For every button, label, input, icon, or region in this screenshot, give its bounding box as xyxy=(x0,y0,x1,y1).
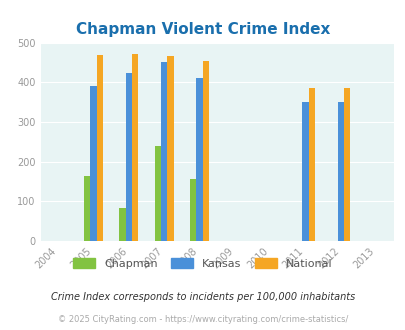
Bar xyxy=(161,61,167,241)
Bar xyxy=(132,53,138,241)
Legend: Chapman, Kansas, National: Chapman, Kansas, National xyxy=(68,254,337,273)
Bar xyxy=(126,73,132,241)
Text: Chapman Violent Crime Index: Chapman Violent Crime Index xyxy=(76,22,329,37)
Bar xyxy=(202,61,209,241)
Bar xyxy=(90,86,96,241)
Bar xyxy=(337,102,343,241)
Text: © 2025 CityRating.com - https://www.cityrating.com/crime-statistics/: © 2025 CityRating.com - https://www.city… xyxy=(58,315,347,324)
Bar xyxy=(196,78,202,241)
Bar xyxy=(167,56,173,241)
Bar xyxy=(84,176,90,241)
Bar xyxy=(119,208,126,241)
Bar xyxy=(190,179,196,241)
Bar xyxy=(154,146,161,241)
Text: Crime Index corresponds to incidents per 100,000 inhabitants: Crime Index corresponds to incidents per… xyxy=(51,292,354,302)
Bar xyxy=(302,102,308,241)
Bar xyxy=(96,55,103,241)
Bar xyxy=(308,88,314,241)
Bar xyxy=(343,88,350,241)
